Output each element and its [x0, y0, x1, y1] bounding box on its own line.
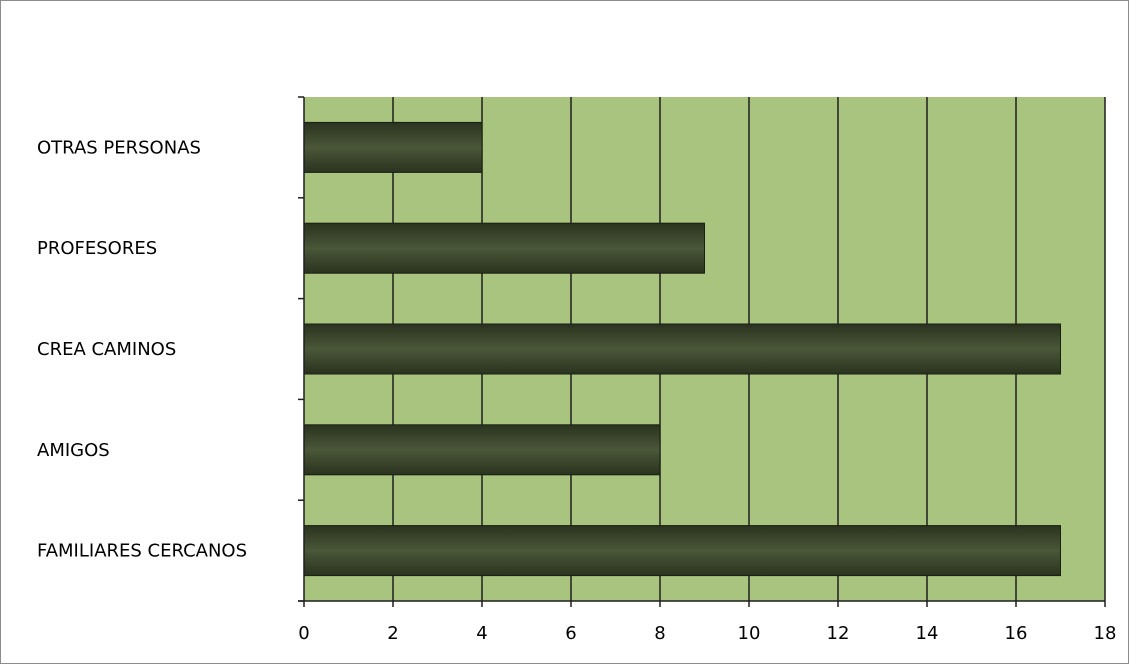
x-tick-label: 10: [738, 623, 761, 644]
category-label: AMIGOS: [37, 440, 110, 461]
category-label: FAMILIARES CERCANOS: [37, 541, 247, 562]
category-labels: OTRAS PERSONAS PROFESORES CREA CAMINOS AMIG…: [37, 137, 247, 561]
bar: [304, 122, 482, 172]
tick-labels: 0 2 4 6 8 10 12 14 16 18: [298, 623, 1116, 644]
bar: [304, 425, 660, 475]
category-label: OTRAS PERSONAS: [37, 137, 201, 158]
bar: [304, 324, 1061, 374]
x-tick-label: 0: [298, 623, 309, 644]
x-tick-label: 18: [1094, 623, 1117, 644]
category-label: CREA CAMINOS: [37, 339, 176, 360]
x-tick-label: 2: [387, 623, 398, 644]
category-label: PROFESORES: [37, 238, 157, 259]
x-tick-label: 4: [476, 623, 487, 644]
x-tick-label: 14: [916, 623, 939, 644]
x-tick-label: 12: [827, 623, 850, 644]
bar: [304, 223, 705, 273]
x-tick-label: 8: [654, 623, 665, 644]
x-tick-label: 16: [1005, 623, 1028, 644]
x-tick-label: 6: [565, 623, 576, 644]
bar: [304, 526, 1061, 576]
